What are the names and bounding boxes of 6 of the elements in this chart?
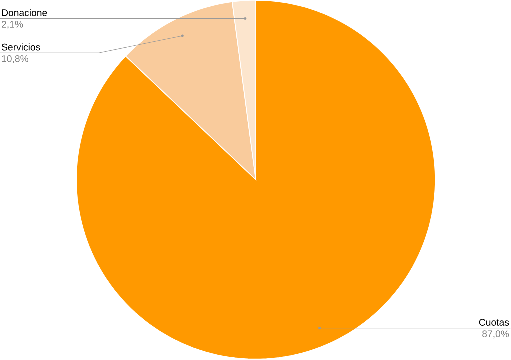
data-label: 10,8% (2, 56, 29, 64)
data-label: 87,0% (482, 330, 510, 339)
slice-label: Donacione (2, 9, 48, 16)
data-label: 2,1% (2, 21, 24, 30)
slice-label: Servicios (2, 44, 40, 51)
slice-label: Cuotas (479, 319, 510, 326)
